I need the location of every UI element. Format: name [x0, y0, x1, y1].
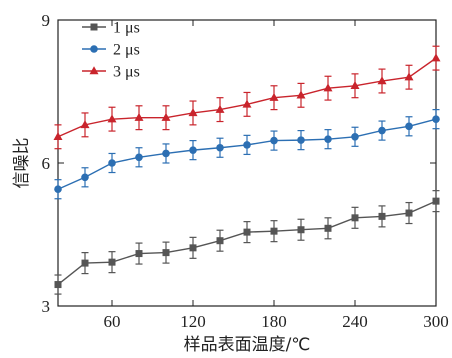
x-tick-label: 60	[104, 312, 121, 331]
data-point	[108, 159, 116, 167]
data-point	[161, 112, 171, 121]
series-3	[53, 45, 441, 150]
data-point	[162, 249, 170, 257]
data-point	[134, 112, 144, 121]
data-point	[81, 259, 89, 267]
legend: 1 μs 2 μs 3 μs	[82, 20, 140, 81]
data-point	[432, 115, 440, 123]
data-point	[216, 237, 224, 245]
x-tick-label: 180	[261, 312, 287, 331]
x-tick-label: 120	[180, 312, 206, 331]
data-point	[189, 146, 197, 154]
data-point	[378, 126, 386, 135]
series-1	[54, 190, 440, 295]
data-point	[135, 153, 143, 162]
data-point	[243, 141, 251, 149]
data-point	[324, 224, 332, 232]
y-tick-label: 3	[42, 297, 51, 316]
data-point	[323, 83, 333, 92]
data-point	[351, 214, 359, 222]
data-point	[80, 120, 90, 129]
data-point	[54, 281, 62, 289]
legend-item: 3 μs	[82, 64, 140, 81]
data-point	[269, 92, 279, 101]
data-point	[242, 99, 252, 108]
data-point	[324, 135, 332, 143]
data-point	[432, 197, 440, 205]
x-tick-label: 240	[342, 312, 368, 331]
y-axis-title: 信噪比	[12, 138, 32, 189]
data-point	[53, 131, 63, 140]
data-point	[297, 136, 305, 144]
legend-item: 2 μs	[82, 42, 140, 59]
data-point	[243, 228, 251, 236]
data-point	[378, 212, 386, 220]
series-2	[54, 109, 440, 200]
data-point	[431, 53, 441, 62]
x-axis-title: 样品表面温度/℃	[184, 335, 311, 355]
data-point	[350, 80, 360, 89]
data-point	[54, 185, 62, 194]
legend-label: 2 μs	[113, 42, 140, 59]
data-point	[215, 104, 225, 113]
data-point	[188, 108, 198, 117]
y-tick-label: 6	[42, 154, 51, 173]
x-tick-label: 300	[423, 312, 449, 331]
data-point	[189, 244, 197, 252]
legend-item: 1 μs	[82, 20, 140, 37]
data-point	[270, 136, 278, 145]
data-point	[216, 143, 224, 152]
legend-label: 1 μs	[113, 20, 140, 37]
data-point	[108, 258, 116, 266]
data-point	[135, 250, 143, 258]
series-layer	[53, 45, 441, 295]
legend-marker	[90, 23, 98, 31]
axis-ticks: 60 120 180 240 300 3 6 9	[42, 11, 449, 331]
data-point	[297, 226, 305, 234]
data-point	[405, 209, 413, 217]
legend-marker	[89, 66, 99, 75]
data-point	[404, 72, 414, 81]
data-point	[405, 122, 413, 131]
data-point	[107, 114, 117, 123]
data-point	[351, 132, 359, 141]
data-point	[162, 149, 170, 158]
data-point	[296, 90, 306, 99]
data-point	[81, 173, 89, 182]
legend-marker	[90, 45, 98, 53]
y-tick-label: 9	[42, 11, 51, 30]
legend-label: 3 μs	[113, 64, 140, 81]
data-point	[377, 76, 387, 85]
data-point	[270, 227, 278, 235]
